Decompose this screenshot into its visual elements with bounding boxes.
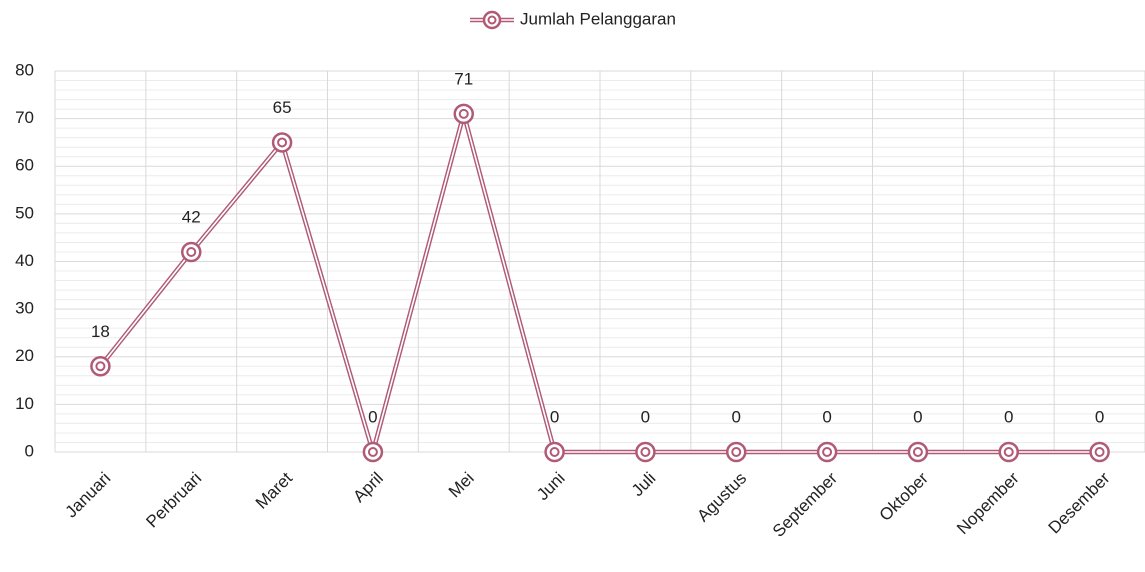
- marker-ring: [362, 441, 384, 463]
- data-label: 0: [732, 407, 741, 426]
- marker-core: [549, 447, 560, 457]
- point-marker: [907, 441, 929, 463]
- marker-ring: [1089, 441, 1110, 463]
- marker-core: [912, 447, 923, 457]
- x-tick-label: Agustus: [693, 469, 750, 526]
- y-tick-label: 60: [15, 156, 34, 175]
- marker-ring: [726, 441, 747, 463]
- marker-core: [277, 137, 288, 148]
- y-tick-label: 50: [15, 203, 34, 222]
- x-tick-label: Desember: [1045, 468, 1114, 537]
- y-tick-label: 20: [15, 346, 34, 365]
- marker-ring: [907, 441, 929, 463]
- x-tick-label: Maret: [252, 468, 296, 512]
- x-tick-label: April: [349, 469, 386, 506]
- marker-core: [822, 447, 833, 457]
- y-tick-label: 10: [15, 394, 34, 413]
- marker-core: [1003, 447, 1014, 457]
- data-label: 65: [273, 98, 292, 117]
- point-marker: [726, 441, 747, 463]
- data-label: 0: [641, 407, 650, 426]
- x-tick-label: September: [769, 468, 841, 540]
- point-marker: [998, 441, 1019, 463]
- point-marker: [635, 441, 656, 463]
- point-marker: [816, 441, 838, 463]
- y-tick-label: 0: [25, 441, 34, 460]
- data-label: 71: [454, 69, 473, 88]
- x-tick-label: Perbruari: [142, 469, 205, 532]
- y-tick-label: 30: [15, 299, 34, 318]
- marker-ring: [544, 441, 565, 463]
- legend-label: Jumlah Pelanggaran: [520, 9, 676, 28]
- marker-core: [367, 447, 378, 457]
- point-marker: [181, 241, 202, 263]
- x-tick-label: Nopember: [953, 468, 1023, 538]
- marker-ring: [998, 441, 1019, 463]
- marker-ring: [90, 356, 111, 377]
- x-tick-label: Januari: [62, 469, 115, 522]
- y-tick-label: 40: [15, 251, 34, 270]
- data-label: 0: [550, 407, 559, 426]
- marker-core: [640, 447, 651, 457]
- data-label: 0: [822, 407, 831, 426]
- series-line-inner: [99, 110, 1100, 455]
- marker-ring: [635, 441, 656, 463]
- x-tick-label: Juli: [628, 469, 659, 500]
- marker-ring: [816, 441, 838, 463]
- marker-core: [1094, 447, 1105, 457]
- data-label: 0: [1004, 407, 1013, 426]
- marker-ring: [181, 241, 202, 263]
- point-marker: [1089, 441, 1110, 463]
- data-label: 0: [913, 407, 922, 426]
- point-marker: [544, 441, 565, 463]
- data-label: 0: [1095, 407, 1104, 426]
- marker-core: [731, 447, 742, 457]
- point-marker: [453, 103, 474, 125]
- x-tick-label: Juni: [533, 469, 568, 504]
- legend-marker: [482, 10, 502, 30]
- data-label: 42: [182, 207, 201, 226]
- x-tick-label: Mei: [445, 469, 478, 502]
- point-marker: [90, 356, 111, 377]
- y-tick-label: 70: [15, 108, 34, 127]
- y-tick-label: 80: [15, 60, 34, 79]
- legend-marker-core: [487, 15, 497, 25]
- marker-ring: [453, 103, 474, 125]
- marker-core: [458, 108, 469, 119]
- point-marker: [362, 441, 384, 463]
- marker-ring: [271, 132, 293, 153]
- data-label: 0: [368, 407, 377, 426]
- x-tick-label: Oktober: [876, 468, 932, 524]
- data-label: 18: [91, 322, 110, 341]
- marker-core: [186, 246, 197, 257]
- point-marker: [271, 132, 293, 153]
- marker-core: [95, 361, 106, 372]
